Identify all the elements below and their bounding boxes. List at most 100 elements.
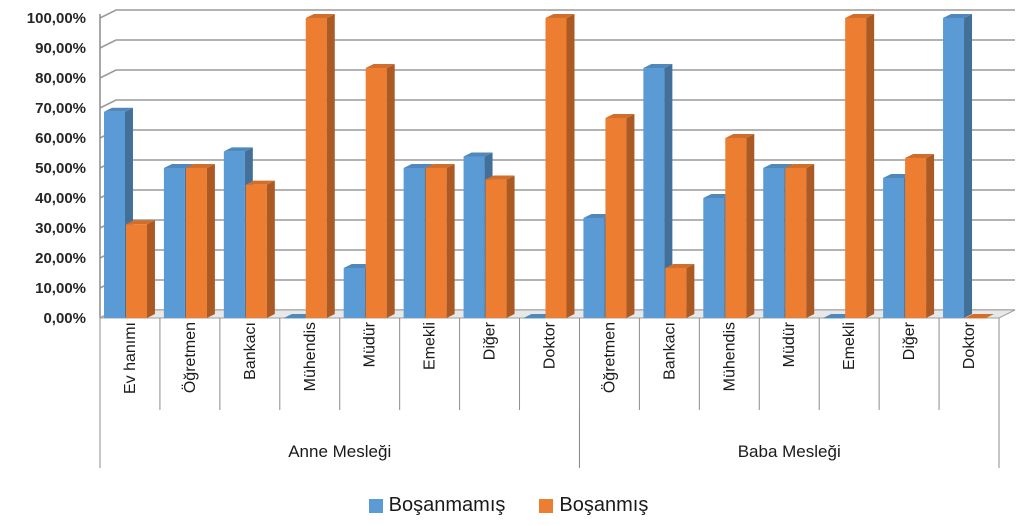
y-tick-label: 80,00% <box>35 70 86 87</box>
category-label: Mühendis <box>302 322 319 391</box>
bar-bosanmis <box>425 168 447 318</box>
bar-bosanmis-side <box>266 180 275 318</box>
bar-bosanmis <box>185 168 207 318</box>
bar-bosanmis-top <box>485 175 515 180</box>
category-label: Ev hanımı <box>122 322 139 394</box>
bar-bosanmis <box>665 267 687 318</box>
y-tick-label: 0,00% <box>43 310 86 327</box>
bar-bosanmamis-top <box>583 214 613 219</box>
bar-bosanmamis-top <box>223 147 253 152</box>
y-tick-label: 90,00% <box>35 40 86 57</box>
bar-bosanmis-side <box>806 164 815 318</box>
gridline <box>99 99 1015 109</box>
bar-bosanmamis <box>943 18 965 318</box>
bar-bosanmamis-top <box>883 173 913 178</box>
bar-bosanmis-side <box>326 14 335 318</box>
bar-bosanmamis <box>103 111 125 318</box>
bar-bosanmis <box>245 184 267 318</box>
bar-bosanmis-top <box>845 14 875 18</box>
bar-bosanmis-top <box>365 64 395 69</box>
bar-bosanmamis-top <box>463 152 493 157</box>
bar-bosanmamis-side <box>664 64 673 318</box>
bar-bosanmis <box>605 117 627 319</box>
gridline <box>99 69 1015 79</box>
bar-bosanmamis-top <box>763 164 793 168</box>
bar-bosanmis <box>785 168 807 318</box>
bar-bosanmis-top <box>785 164 815 168</box>
legend-item-bosanmamis: Boşanmamış <box>368 494 505 517</box>
bar-bosanmamis-top <box>703 194 733 198</box>
bar-bosanmamis-top <box>163 164 193 168</box>
bar-bosanmis <box>125 224 147 318</box>
category-label: Doktor <box>961 321 978 369</box>
bar-bosanmamis-top <box>643 64 673 69</box>
bar-bosanmamis <box>643 68 665 318</box>
bar-bosanmis <box>305 18 327 318</box>
bar-bosanmamis <box>703 198 725 318</box>
category-label: Diğer <box>482 321 499 360</box>
bar-bosanmamis <box>823 318 845 319</box>
bar-bosanmis-top <box>425 164 455 168</box>
legend-label-bosanmis: Boşanmış <box>559 494 649 516</box>
bar-bosanmamis-top <box>343 263 373 268</box>
bar-bosanmis <box>365 68 387 318</box>
y-tick-label: 50,00% <box>35 160 86 177</box>
y-tick-label: 60,00% <box>35 130 86 147</box>
bar-bosanmis-top <box>965 314 995 318</box>
bar-bosanmamis-top <box>403 164 433 168</box>
bar-bosanmis-side <box>686 263 695 318</box>
gridline <box>99 9 1015 19</box>
bar-bosanmis <box>845 18 867 318</box>
bar-bosanmamis-top <box>943 14 973 18</box>
bar-bosanmis-side <box>866 14 875 318</box>
legend-swatch-bosanmis <box>539 498 554 513</box>
bar-bosanmis-side <box>386 64 395 318</box>
legend: Boşanmamış Boşanmış <box>0 494 1017 517</box>
y-tick-label: 20,00% <box>35 250 86 267</box>
gridline <box>99 39 1015 49</box>
bar-bosanmis-top <box>665 263 695 268</box>
bar-chart: 0,00% 10,00% 20,00% 30,00% 40,00% 50,00% 60,00… <box>27 9 1016 468</box>
bar-bosanmis-top <box>725 134 755 138</box>
bar-bosanmamis <box>343 267 365 318</box>
bar-bosanmis-top <box>125 220 155 225</box>
bar-bosanmamis <box>583 218 605 318</box>
legend-item-bosanmis: Boşanmış <box>539 494 648 517</box>
bar-bosanmamis <box>763 168 785 318</box>
bar-bosanmis-top <box>605 113 635 118</box>
bar-bosanmis-top <box>245 180 275 185</box>
y-tick-label: 30,00% <box>35 220 86 237</box>
bar-bosanmis <box>485 179 507 318</box>
bar-bosanmis-top <box>545 14 575 18</box>
bar-bosanmamis <box>223 151 245 318</box>
bar-bosanmamis <box>403 168 425 318</box>
bar-bosanmis <box>725 138 747 318</box>
bar-bosanmis-side <box>506 175 515 318</box>
category-label: Emekli <box>841 322 858 370</box>
bar-bosanmamis <box>163 168 185 318</box>
category-label: Öğretmen <box>181 322 199 393</box>
bar-bosanmamis <box>523 318 545 319</box>
bar-bosanmis-top <box>185 164 215 168</box>
category-label: Doktor <box>542 321 559 369</box>
bar-bosanmamis-top <box>523 314 553 318</box>
bar-bosanmis-top <box>905 154 935 159</box>
legend-swatch-bosanmamis <box>368 498 383 513</box>
y-tick-label: 70,00% <box>35 100 86 117</box>
bar-bosanmamis <box>463 156 485 318</box>
bar-bosanmis-side <box>926 154 935 318</box>
y-tick-label: 100,00% <box>27 10 86 27</box>
bar-bosanmis-side <box>746 134 755 318</box>
bar-bosanmis <box>905 158 927 318</box>
category-label: Mühendis <box>721 322 738 391</box>
bar-bosanmamis <box>883 177 905 318</box>
y-tick-label: 10,00% <box>35 280 86 297</box>
bar-bosanmis-side <box>446 164 455 318</box>
bar-bosanmamis-top <box>103 107 133 112</box>
bar-bosanmis-side <box>206 164 215 318</box>
category-label: Diğer <box>901 321 918 360</box>
category-label: Müdür <box>781 321 798 367</box>
category-label: Emekli <box>422 322 439 370</box>
category-label: Bankacı <box>661 322 678 380</box>
